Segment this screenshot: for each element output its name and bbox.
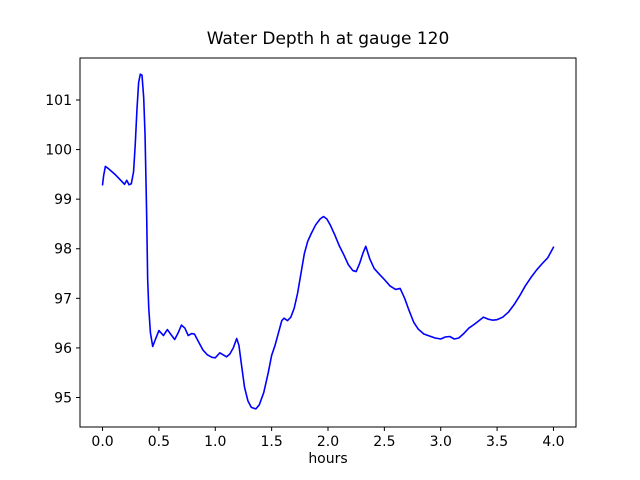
y-tick-label: 97 (54, 291, 72, 307)
water-depth-line (101, 73, 555, 410)
x-tick-label: 0.5 (148, 434, 170, 450)
x-tick-label: 1.5 (261, 434, 283, 450)
plot-area-border (79, 57, 577, 428)
y-tick-label: 95 (54, 390, 72, 406)
x-tick-label: 0.0 (91, 434, 113, 450)
y-tick-label: 101 (45, 93, 72, 109)
y-tick-label: 100 (45, 143, 72, 159)
x-axis-ticks: 0.0 0.5 1.0 1.5 2.0 2.5 3.0 3.5 4.0 (91, 427, 565, 450)
y-tick-label: 98 (54, 242, 72, 258)
y-tick-label: 96 (54, 341, 72, 357)
x-tick-label: 3.0 (430, 434, 452, 450)
x-tick-label: 3.5 (486, 434, 508, 450)
chart-title: Water Depth h at gauge 120 (207, 29, 450, 49)
x-tick-label: 2.0 (317, 434, 339, 450)
y-tick-label: 99 (54, 192, 72, 208)
x-tick-label: 2.5 (373, 434, 395, 450)
y-axis-ticks: 95 96 97 98 99 100 101 (45, 93, 80, 406)
x-axis-label: hours (308, 451, 347, 467)
x-tick-label: 4.0 (542, 434, 564, 450)
x-tick-label: 1.0 (204, 434, 226, 450)
